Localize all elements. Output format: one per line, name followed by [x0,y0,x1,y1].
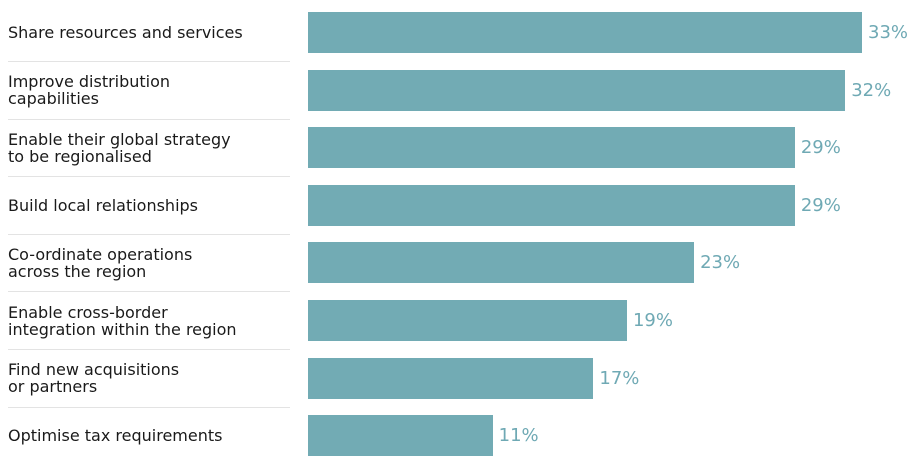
row-separator [8,291,290,293]
category-label: Co-ordinate operations across the region [8,244,193,281]
row-separator [8,118,290,120]
value-label: 23% [700,252,741,274]
bar [308,300,627,341]
bar [308,415,493,457]
value-label: 17% [599,367,640,389]
category-label: Optimise tax requirements [8,426,223,446]
bar [308,69,846,111]
category-label: Share resources and services [8,23,243,42]
bar [308,357,594,399]
value-label: 32% [851,79,892,101]
category-label: Build local relationships [8,195,198,215]
row-separator [8,406,290,408]
bar [308,184,795,226]
bar [308,12,862,53]
value-label: 29% [800,137,841,159]
value-label: 19% [632,310,673,331]
bar [308,242,695,284]
category-label: Enable their global strategy to be regio… [8,129,231,166]
row-separator [8,349,290,350]
value-label: 33% [868,22,909,43]
row-separator [8,233,290,235]
category-label: Find new acquisitions or partners [8,360,180,397]
row-separator [8,61,290,62]
category-label: Enable cross-border integration within t… [8,302,237,339]
chart: Share resources and services 33% Improve d… [8,12,909,457]
bar [308,127,795,169]
value-label: 29% [800,194,841,216]
row-separator [8,176,290,178]
value-label: 11% [498,425,539,447]
category-label: Improve distribution capabilities [8,72,171,109]
